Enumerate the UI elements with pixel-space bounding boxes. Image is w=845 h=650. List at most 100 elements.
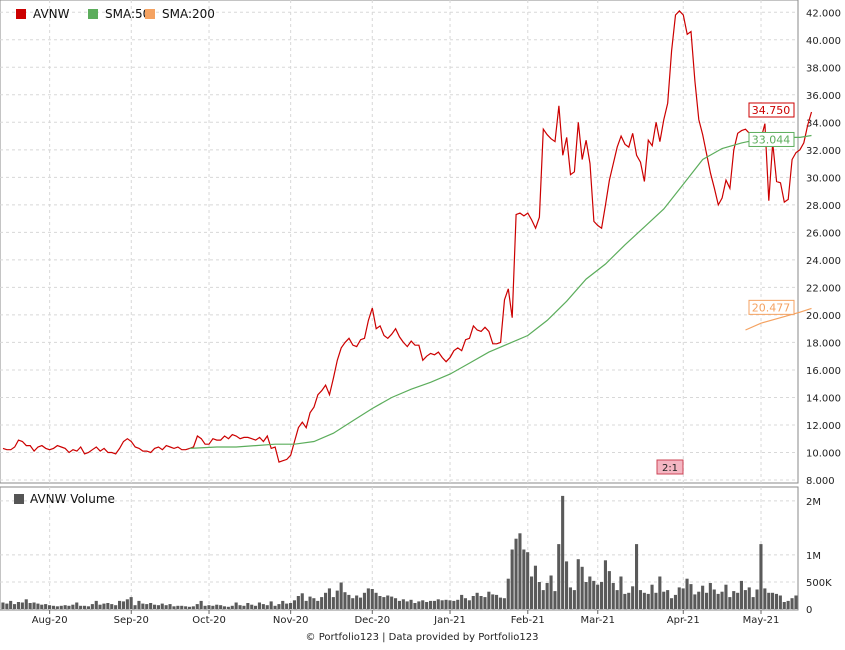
x-tick-label: Aug-20 <box>32 615 68 626</box>
volume-bar <box>646 593 650 609</box>
volume-bar <box>747 587 751 609</box>
volume-bar <box>561 495 565 609</box>
volume-bar <box>203 605 207 609</box>
volume-bar <box>545 583 549 609</box>
legend-swatch-volume <box>14 494 24 504</box>
last-value-box <box>748 102 795 118</box>
volume-bar <box>129 597 133 609</box>
price-y-tick: 30.000 <box>806 173 841 184</box>
price-y-tick: 36.000 <box>806 91 841 102</box>
volume-bar <box>736 592 740 609</box>
volume-bar <box>242 605 246 609</box>
x-tick-label: Nov-20 <box>273 615 309 626</box>
volume-y-tick: 0 <box>806 605 812 616</box>
volume-bar <box>75 602 79 609</box>
volume-bar <box>172 606 176 609</box>
volume-bar <box>355 595 359 609</box>
volume-bar <box>440 600 444 609</box>
volume-bar <box>732 591 736 609</box>
volume-bar <box>164 605 168 609</box>
volume-bar <box>533 565 537 609</box>
volume-bar <box>425 602 429 609</box>
volume-bar <box>549 575 553 609</box>
volume-bar <box>417 601 421 609</box>
volume-bar <box>86 606 90 609</box>
price-series <box>2 10 813 463</box>
x-tick-label: Feb-21 <box>511 615 545 626</box>
volume-bar <box>619 576 623 609</box>
volume-bar <box>456 599 460 609</box>
volume-bar <box>296 596 300 609</box>
price-plot-area <box>0 0 799 484</box>
last-value-text: 34.750 <box>752 104 791 117</box>
volume-bar <box>654 592 658 609</box>
volume-bar <box>421 600 425 609</box>
volume-bar <box>222 606 226 609</box>
volume-bar <box>168 604 172 609</box>
volume-bar <box>502 598 506 609</box>
volume-bar <box>98 604 102 609</box>
split-badge[interactable]: 2:1 <box>656 459 684 475</box>
volume-bar <box>642 592 646 609</box>
volume-bar <box>498 597 502 609</box>
footer-credit: © Portfolio123 | Data provided by Portfo… <box>306 632 539 643</box>
volume-bar <box>759 544 763 609</box>
volume-bar <box>495 594 499 609</box>
volume-bar <box>289 603 293 609</box>
volume-bar <box>359 597 363 609</box>
volume-bar <box>32 602 36 609</box>
volume-bar <box>339 582 343 609</box>
volume-bar <box>689 584 693 609</box>
volume-bar <box>320 597 324 609</box>
volume-bar <box>677 587 681 609</box>
volume-bar <box>751 597 755 609</box>
volume-bar <box>778 595 782 609</box>
volume-bar <box>351 598 355 609</box>
volume-bar <box>347 594 351 609</box>
price-y-tick: 22.000 <box>806 283 841 294</box>
volume-bar <box>518 533 522 609</box>
price-y-tick: 16.000 <box>806 366 841 377</box>
volume-bar <box>1 602 5 609</box>
volume-bar <box>141 603 145 609</box>
volume-bar <box>767 592 771 609</box>
volume-bar <box>362 592 366 609</box>
volume-bar <box>114 605 118 609</box>
volume-bar <box>693 594 697 609</box>
x-tick-label: Dec-20 <box>354 615 390 626</box>
volume-bar <box>83 605 87 609</box>
volume-bar <box>273 605 277 609</box>
volume-bar <box>160 603 164 609</box>
volume-bar <box>444 599 448 609</box>
volume-bar <box>250 604 254 609</box>
volume-bar <box>324 592 328 609</box>
volume-bar <box>106 603 110 609</box>
volume-bar <box>281 600 285 609</box>
volume-bar <box>374 592 378 609</box>
volume-bar <box>584 582 588 609</box>
series-line-sma-50 <box>189 134 812 449</box>
price-y-tick: 24.000 <box>806 256 841 267</box>
x-tick-label: Apr-21 <box>667 615 700 626</box>
volume-bar <box>343 592 347 609</box>
volume-bar <box>463 598 467 609</box>
volume-bar <box>627 592 631 609</box>
last-value-label-sma-200: 20.477 <box>748 299 795 315</box>
volume-bar <box>285 603 289 609</box>
volume-bar <box>331 597 335 609</box>
volume-bar <box>257 602 261 609</box>
volume-bar <box>261 604 265 609</box>
volume-panel: 0 500K 1M 2M AVNW Volume Aug-20 Sep-20 Oct-20… <box>0 486 832 626</box>
volume-bar <box>180 605 184 609</box>
volume-bar <box>607 571 611 609</box>
volume-bar <box>9 600 13 609</box>
last-value-labels: 34.750 33.044 20.477 <box>748 102 795 315</box>
volume-bar <box>36 603 40 609</box>
volume-bar <box>191 606 195 609</box>
volume-bar <box>491 594 495 609</box>
volume-bar <box>743 590 747 609</box>
volume-bar <box>137 600 141 609</box>
volume-bar <box>156 605 160 609</box>
volume-bar <box>553 591 557 609</box>
volume-bar <box>697 591 701 609</box>
